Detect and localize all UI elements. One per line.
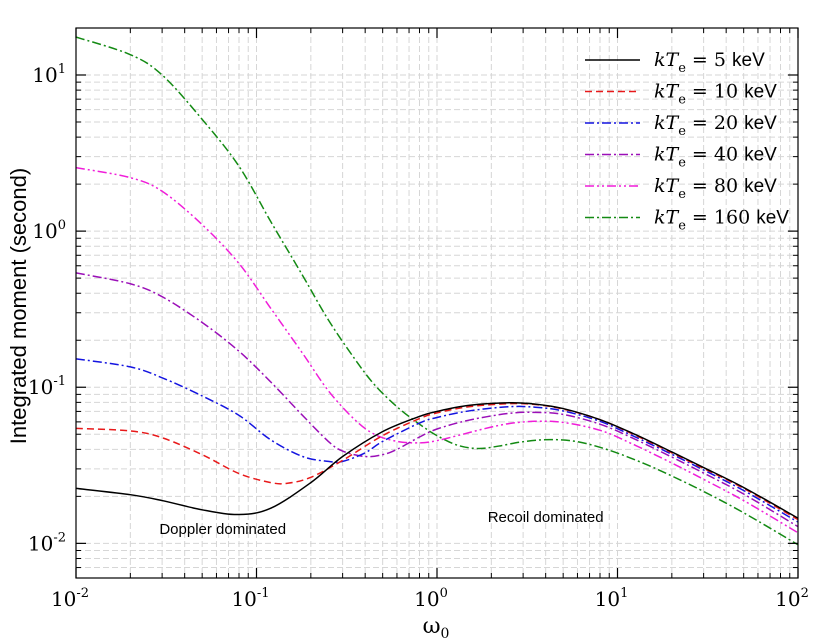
y-tick-base: 10 xyxy=(32,219,57,243)
x-tick-label: 101 xyxy=(595,586,629,611)
x-tick-exponent: -2 xyxy=(76,586,89,601)
y-axis-title: Integrated moment (second) xyxy=(6,168,31,444)
legend-subscript: e xyxy=(678,61,686,76)
legend-symbol: kT xyxy=(654,144,680,166)
x-tick-label: 100 xyxy=(414,586,448,611)
legend-unit: keV xyxy=(732,50,765,71)
annotation-1: Doppler dominated xyxy=(159,521,286,538)
legend-label-5: kTe = 80 keV xyxy=(654,175,777,202)
legend-label-4: kTe = 40 keV xyxy=(654,144,777,171)
legend-subscript: e xyxy=(678,219,686,234)
legend-unit: keV xyxy=(744,113,777,134)
legend-symbol: kT xyxy=(654,175,680,197)
y-tick-label: 101 xyxy=(32,62,66,87)
y-tick-base: 10 xyxy=(32,63,57,87)
ticks xyxy=(75,27,799,579)
annotations: Doppler dominated Recoil dominated xyxy=(159,509,603,538)
series-line-6 xyxy=(75,36,799,546)
legend-label-1: kTe = 5 keV xyxy=(654,49,765,76)
legend-subscript: e xyxy=(678,156,686,171)
series-line-4 xyxy=(75,272,799,528)
x-axis-title-subscript: 0 xyxy=(441,626,450,642)
legend-value: = 40 xyxy=(686,144,744,166)
series-line-3 xyxy=(75,358,799,523)
legend-label-2: kTe = 10 keV xyxy=(654,81,777,108)
x-tick-base: 10 xyxy=(231,587,256,611)
annotation-2: Recoil dominated xyxy=(488,509,604,526)
y-tick-label: 100 xyxy=(32,218,66,243)
x-tick-exponent: 2 xyxy=(801,586,809,601)
series-line-1 xyxy=(75,402,799,519)
legend-subscript: e xyxy=(678,124,686,139)
y-tick-label: 10-2 xyxy=(28,530,66,555)
x-tick-exponent: 0 xyxy=(440,586,448,601)
y-tick-exponent: -1 xyxy=(53,374,66,389)
legend-value: = 5 xyxy=(686,49,732,71)
y-tick-label: 10-1 xyxy=(28,374,66,399)
x-tick-base: 10 xyxy=(595,587,620,611)
y-tick-exponent: -2 xyxy=(53,530,66,545)
legend-symbol: kT xyxy=(654,207,680,229)
legend-label-6: kTe = 160 keV xyxy=(654,207,789,234)
legend-symbol: kT xyxy=(654,81,680,103)
x-tick-label: 10-1 xyxy=(231,586,269,611)
legend-label-3: kTe = 20 keV xyxy=(654,112,777,139)
y-tick-exponent: 0 xyxy=(58,218,66,233)
legend-value: = 80 xyxy=(686,175,744,197)
legend-value: = 10 xyxy=(686,81,744,103)
x-tick-exponent: 1 xyxy=(620,586,628,601)
legend-unit: keV xyxy=(744,82,777,103)
legend-symbol: kT xyxy=(654,112,680,134)
y-tick-base: 10 xyxy=(28,375,53,399)
x-tick-base: 10 xyxy=(51,587,76,611)
legend-subscript: e xyxy=(678,93,686,108)
legend-value: = 160 xyxy=(686,207,756,229)
legend-symbol: kT xyxy=(654,49,680,71)
legend-unit: keV xyxy=(756,208,789,229)
legend-unit: keV xyxy=(744,145,777,166)
x-tick-base: 10 xyxy=(775,587,800,611)
x-axis-title-symbol: ω xyxy=(423,614,441,639)
series-layer xyxy=(75,36,799,546)
legend-subscript: e xyxy=(678,187,686,202)
legend-value: = 20 xyxy=(686,112,744,134)
y-tick-base: 10 xyxy=(28,531,53,555)
series-line-5 xyxy=(75,166,799,534)
x-tick-base: 10 xyxy=(414,587,439,611)
y-tick-exponent: 1 xyxy=(58,62,66,77)
x-tick-label: 10-2 xyxy=(51,586,89,611)
x-tick-exponent: -1 xyxy=(257,586,270,601)
legend-unit: keV xyxy=(744,176,777,197)
x-axis-title: ω0 xyxy=(423,614,450,642)
x-tick-label: 102 xyxy=(775,586,809,611)
